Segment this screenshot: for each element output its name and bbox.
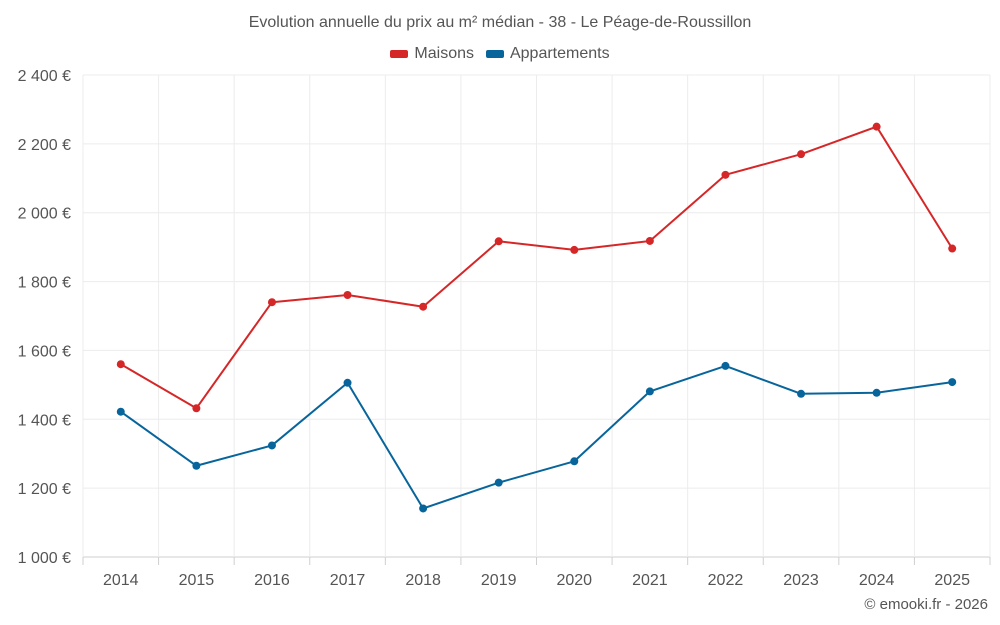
data-point-maisons: [721, 170, 730, 179]
legend-swatch-appartements: [485, 50, 504, 58]
y-tick-label: 1 600 €: [18, 343, 71, 360]
y-tick-label: 1 800 €: [18, 275, 71, 292]
data-point-maisons: [419, 302, 428, 311]
y-tick-label: 1 200 €: [18, 481, 71, 498]
x-tick-label: 2025: [934, 572, 970, 589]
series-line-appartements: [120, 364, 953, 510]
x-tick-label: 2024: [859, 572, 895, 589]
x-tick-label: 2014: [103, 572, 139, 589]
legend-item-appartements[interactable]: Appartements: [485, 45, 610, 63]
y-tick-label: 2 200 €: [18, 137, 71, 154]
data-point-appartements: [116, 407, 125, 416]
data-point-maisons: [948, 244, 957, 253]
legend-label-appartements: Appartements: [509, 45, 610, 62]
data-point-appartements: [645, 387, 654, 396]
x-tick-label: 2019: [481, 572, 517, 589]
x-tick-label: 2018: [405, 572, 441, 589]
data-point-maisons: [494, 237, 503, 246]
data-point-appartements: [267, 441, 276, 450]
x-tick-label: 2015: [179, 572, 215, 589]
data-point-appartements: [872, 388, 881, 397]
legend-swatch-maisons: [390, 50, 409, 58]
data-point-appartements: [494, 478, 503, 487]
data-point-maisons: [267, 298, 276, 307]
data-point-appartements: [797, 389, 806, 398]
data-point-appartements: [948, 378, 957, 387]
legend-label-maisons: Maisons: [414, 45, 474, 62]
x-tick-label: 2017: [330, 572, 366, 589]
data-point-maisons: [797, 150, 806, 159]
data-point-maisons: [570, 245, 579, 254]
data-point-maisons: [192, 404, 201, 413]
data-point-maisons: [116, 360, 125, 369]
copyright-text: © emooki.fr - 2026: [864, 596, 988, 613]
data-point-appartements: [570, 457, 579, 466]
data-point-appartements: [419, 504, 428, 513]
x-tick-label: 2021: [632, 572, 668, 589]
x-tick-label: 2016: [254, 572, 290, 589]
y-tick-label: 2 000 €: [18, 206, 71, 223]
x-tick-label: 2022: [708, 572, 744, 589]
data-point-appartements: [192, 461, 201, 470]
x-tick-label: 2023: [783, 572, 819, 589]
data-point-appartements: [721, 361, 730, 370]
x-tick-label: 2020: [556, 572, 592, 589]
chart-title: Evolution annuelle du prix au m² médian …: [248, 14, 752, 31]
y-tick-label: 1 400 €: [18, 412, 71, 429]
y-tick-label: 1 000 €: [18, 550, 71, 567]
series-line-maisons: [120, 125, 954, 410]
data-point-maisons: [645, 236, 654, 245]
legend: Maisons Appartements: [0, 45, 1000, 63]
legend-item-maisons[interactable]: Maisons: [390, 45, 474, 63]
y-tick-label: 2 400 €: [18, 68, 71, 85]
data-point-maisons: [343, 290, 352, 299]
data-point-appartements: [343, 378, 352, 387]
data-point-maisons: [872, 122, 881, 131]
